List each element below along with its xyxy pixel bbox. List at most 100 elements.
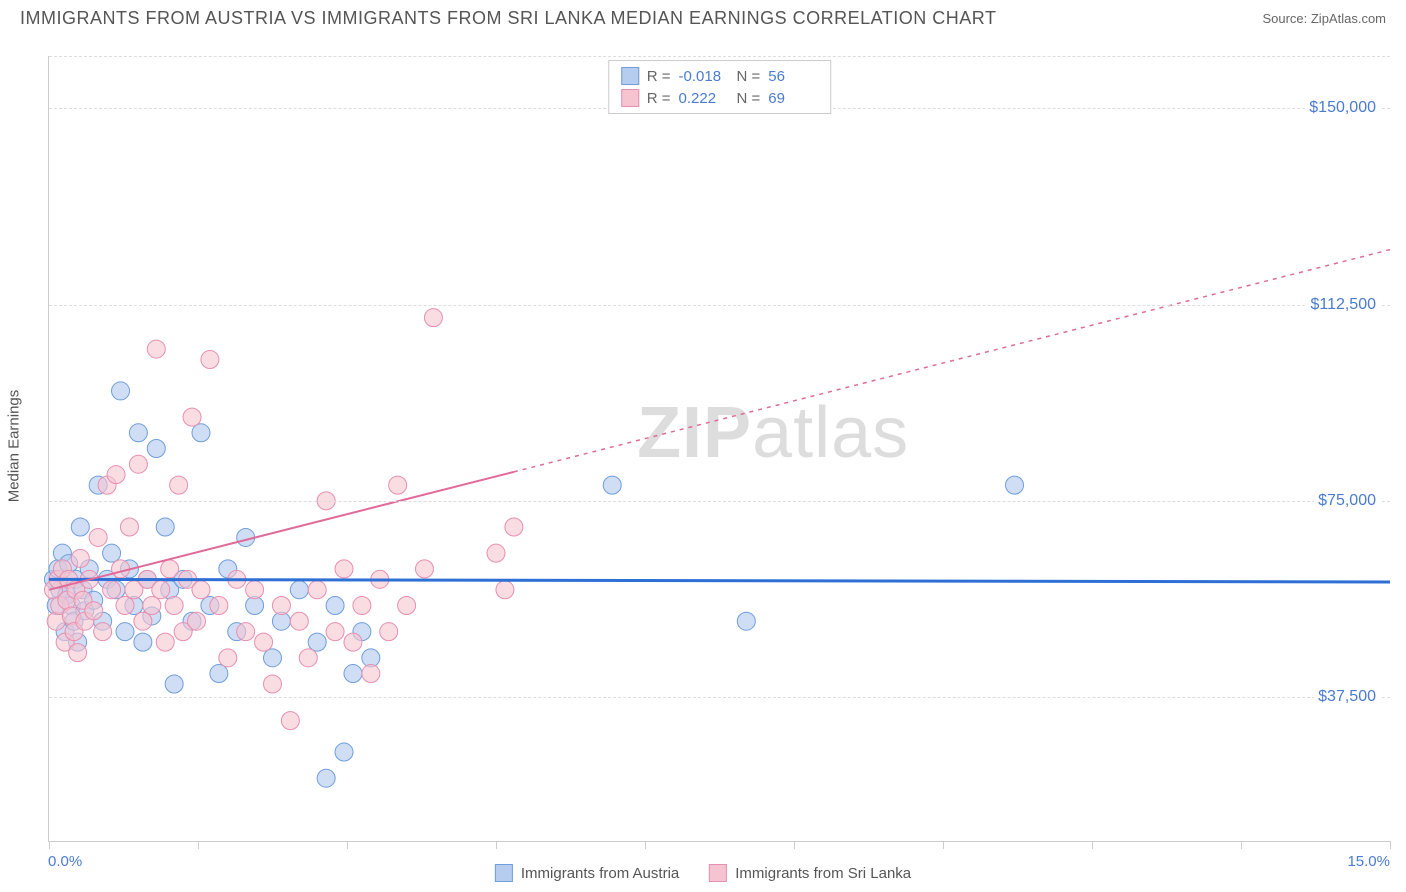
data-point: [165, 597, 183, 615]
data-point: [308, 581, 326, 599]
x-tick-mark: [1092, 841, 1093, 849]
data-point: [496, 581, 514, 599]
data-point: [165, 675, 183, 693]
x-tick-mark: [347, 841, 348, 849]
y-axis-label: Median Earnings: [6, 390, 23, 503]
x-tick-mark: [645, 841, 646, 849]
data-point: [487, 544, 505, 562]
data-point: [210, 665, 228, 683]
data-point: [147, 340, 165, 358]
data-point: [415, 560, 433, 578]
data-point: [335, 560, 353, 578]
source-attribution: Source: ZipAtlas.com: [1262, 11, 1386, 26]
y-tick-label: $75,000: [1314, 492, 1380, 510]
data-point: [344, 665, 362, 683]
n-value-srilanka: 69: [768, 90, 818, 107]
data-point: [134, 612, 152, 630]
legend-label-srilanka: Immigrants from Sri Lanka: [735, 865, 911, 882]
r-value-srilanka: 0.222: [679, 90, 729, 107]
x-tick-mark: [198, 841, 199, 849]
data-point: [170, 476, 188, 494]
chart-plot-area: ZIPatlas R = -0.018 N = 56 R = 0.222 N =…: [48, 56, 1390, 842]
data-point: [299, 649, 317, 667]
data-point: [192, 424, 210, 442]
data-point: [192, 581, 210, 599]
data-point: [103, 581, 121, 599]
gridline: [49, 305, 1390, 306]
data-point: [398, 597, 416, 615]
data-point: [107, 466, 125, 484]
data-point: [505, 518, 523, 536]
data-point: [335, 743, 353, 761]
gridline: [49, 56, 1390, 57]
data-point: [246, 581, 264, 599]
data-point: [344, 633, 362, 651]
data-point: [264, 649, 282, 667]
scatter-svg: [49, 56, 1390, 841]
data-point: [188, 612, 206, 630]
legend-item-srilanka: Immigrants from Sri Lanka: [709, 864, 911, 882]
data-point: [147, 440, 165, 458]
correlation-stats-box: R = -0.018 N = 56 R = 0.222 N = 69: [608, 60, 832, 114]
gridline: [49, 501, 1390, 502]
x-min-label: 0.0%: [48, 853, 82, 870]
trend-line-srilanka-dashed: [514, 250, 1390, 472]
x-max-label: 15.0%: [1347, 853, 1390, 870]
data-point: [255, 633, 273, 651]
data-point: [281, 712, 299, 730]
data-point: [183, 408, 201, 426]
data-point: [1006, 476, 1024, 494]
data-point: [143, 597, 161, 615]
x-tick-mark: [1241, 841, 1242, 849]
gridline: [49, 697, 1390, 698]
data-point: [85, 602, 103, 620]
data-point: [201, 351, 219, 369]
data-point: [290, 581, 308, 599]
data-point: [264, 675, 282, 693]
x-tick-mark: [794, 841, 795, 849]
data-point: [161, 560, 179, 578]
y-tick-label: $37,500: [1314, 688, 1380, 706]
trend-line-srilanka-solid: [49, 472, 514, 590]
chart-title: IMMIGRANTS FROM AUSTRIA VS IMMIGRANTS FR…: [20, 8, 996, 29]
data-point: [272, 597, 290, 615]
data-point: [326, 597, 344, 615]
data-point: [219, 649, 237, 667]
swatch-srilanka: [621, 89, 639, 107]
data-point: [103, 544, 121, 562]
data-point: [156, 633, 174, 651]
legend-swatch-austria: [495, 864, 513, 882]
y-tick-label: $112,500: [1306, 296, 1380, 314]
data-point: [326, 623, 344, 641]
y-tick-label: $150,000: [1305, 99, 1380, 117]
data-point: [129, 455, 147, 473]
data-point: [603, 476, 621, 494]
data-point: [156, 518, 174, 536]
legend-item-austria: Immigrants from Austria: [495, 864, 679, 882]
data-point: [116, 597, 134, 615]
data-point: [308, 633, 326, 651]
data-point: [116, 623, 134, 641]
data-point: [134, 633, 152, 651]
data-point: [424, 309, 442, 327]
swatch-austria: [621, 67, 639, 85]
x-tick-mark: [943, 841, 944, 849]
data-point: [112, 382, 130, 400]
bottom-legend: Immigrants from Austria Immigrants from …: [495, 864, 911, 882]
stats-row-austria: R = -0.018 N = 56: [621, 65, 819, 87]
data-point: [69, 644, 87, 662]
data-point: [362, 665, 380, 683]
data-point: [737, 612, 755, 630]
legend-swatch-srilanka: [709, 864, 727, 882]
data-point: [129, 424, 147, 442]
data-point: [71, 518, 89, 536]
data-point: [389, 476, 407, 494]
data-point: [353, 597, 371, 615]
r-value-austria: -0.018: [679, 68, 729, 85]
data-point: [210, 597, 228, 615]
data-point: [317, 769, 335, 787]
n-value-austria: 56: [768, 68, 818, 85]
x-tick-mark: [49, 841, 50, 849]
data-point: [290, 612, 308, 630]
data-point: [380, 623, 398, 641]
